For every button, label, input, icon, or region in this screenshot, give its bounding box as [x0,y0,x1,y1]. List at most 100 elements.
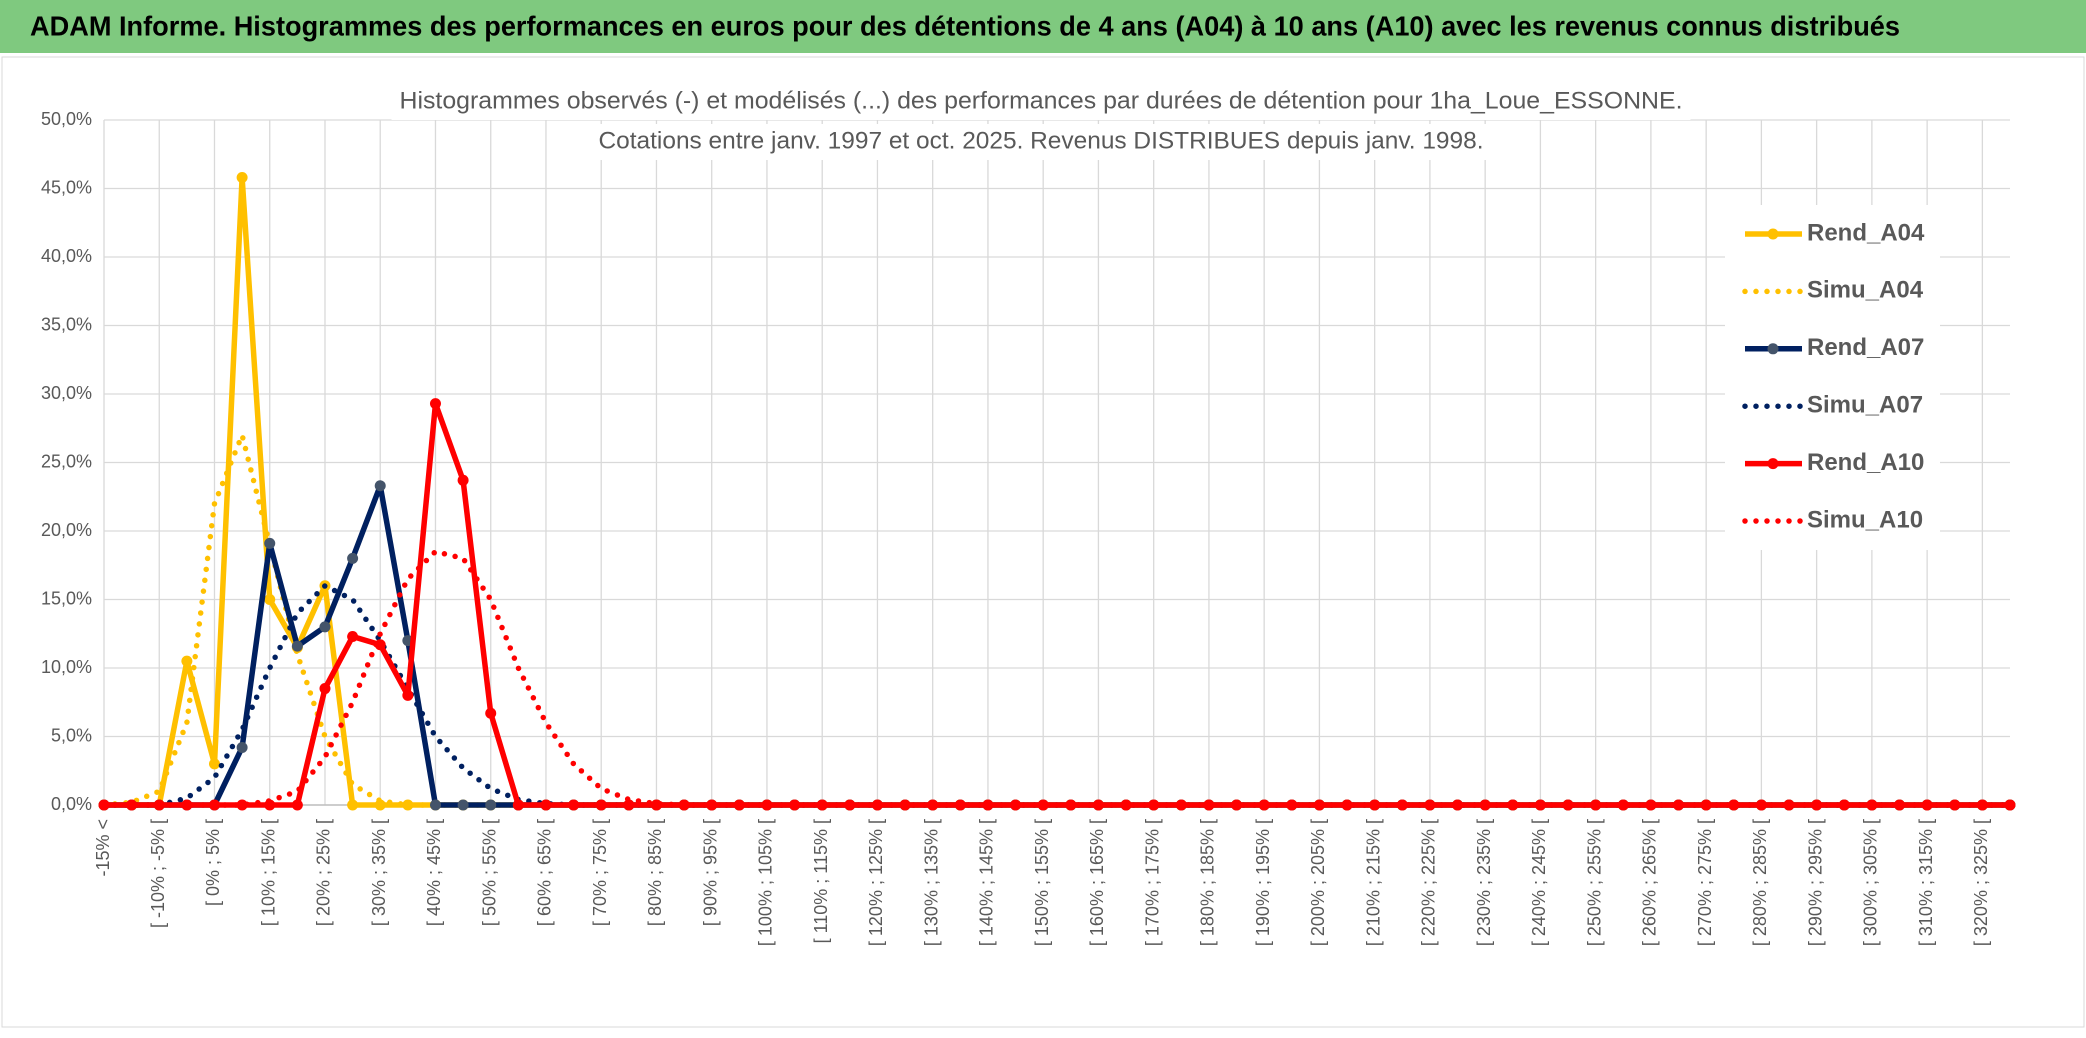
x-tick-label: [ 170% ; 175% [ [1142,819,1162,946]
x-tick-label: [ 190% ; 195% [ [1253,819,1273,946]
point [126,799,138,811]
point [1231,799,1243,811]
legend-marker [1767,343,1779,355]
point [347,552,359,564]
point [181,799,193,811]
point [1507,799,1519,811]
y-tick-label: 10,0% [41,657,92,677]
point [347,799,359,811]
legend-label: Rend_A10 [1807,449,1924,476]
legend-bg [1725,205,1940,550]
point [485,799,497,811]
x-tick-label: [ 270% ; 275% [ [1695,819,1715,946]
point [595,799,607,811]
series-line [101,548,2013,808]
x-tick-label: [ 290% ; 295% [ [1805,819,1825,946]
point [1949,799,1961,811]
x-tick-label: [ 40% ; 45% [ [424,819,444,926]
y-tick-label: 30,0% [41,383,92,403]
point [485,707,497,719]
point [457,474,469,486]
x-tick-label: [ 300% ; 305% [ [1861,819,1881,946]
x-tick-label: [ 280% ; 285% [ [1750,819,1770,946]
point [623,799,635,811]
legend-marker [1767,228,1779,240]
point [871,799,883,811]
x-tick-label: [ -10% ; -5% [ [148,819,168,928]
point [1175,799,1187,811]
point [2004,799,2016,811]
legend-label: Simu_A07 [1807,392,1923,419]
point [1894,799,1906,811]
legend-label: Rend_A07 [1807,334,1924,361]
x-tick-label: [ 70% ; 75% [ [590,819,610,926]
point [236,741,248,753]
x-tick-label: [ 230% ; 235% [ [1474,819,1494,946]
point [374,480,386,492]
x-tick-label: [ 140% ; 145% [ [977,819,997,946]
point [1617,799,1629,811]
point [291,799,303,811]
legend-label: Simu_A10 [1807,506,1923,533]
x-tick-label: [ 210% ; 215% [ [1363,819,1383,946]
point [347,630,359,642]
point [954,799,966,811]
point [236,799,248,811]
point [1120,799,1132,811]
y-tick-label: 35,0% [41,314,92,334]
point [291,640,303,652]
point [1341,799,1353,811]
point [319,621,331,633]
point [512,799,524,811]
point [540,799,552,811]
point [236,172,248,184]
x-tick-label: [ 60% ; 65% [ [535,819,555,926]
point [319,683,331,695]
y-tick-label: 20,0% [41,520,92,540]
x-tick-label: [ 220% ; 225% [ [1419,819,1439,946]
x-tick-label: [ 260% ; 265% [ [1640,819,1660,946]
point [402,689,414,701]
point [568,799,580,811]
x-tick-label: [ 120% ; 125% [ [866,819,886,946]
point [899,799,911,811]
point [1396,799,1408,811]
point [429,799,441,811]
x-tick-label: [ 200% ; 205% [ [1308,819,1328,946]
series-line [101,432,2013,808]
point [816,799,828,811]
x-tick-label: [ 180% ; 185% [ [1198,819,1218,946]
point [1562,799,1574,811]
title-bg [590,124,1492,160]
point [264,594,276,605]
point [457,799,469,811]
x-tick-label: [ 10% ; 15% [ [258,819,278,926]
x-tick-label: [ 130% ; 135% [ [921,819,941,946]
y-tick-label: 25,0% [41,451,92,471]
x-tick-label: [ 80% ; 85% [ [645,819,665,926]
x-tick-label: [ 250% ; 255% [ [1584,819,1604,946]
x-tick-label: [ 0% ; 5% [ [203,819,223,906]
point [374,639,386,651]
point [429,398,441,410]
point [1286,799,1298,811]
point [1673,799,1685,811]
x-tick-label: [ 20% ; 25% [ [314,819,334,926]
chart-title: Histogrammes observés (-) et modélisés (… [400,87,1683,114]
x-tick-label: [ 150% ; 155% [ [1032,819,1052,946]
point [402,799,414,811]
y-tick-label: 15,0% [41,588,92,608]
header-bar [0,0,2086,53]
point [761,799,773,811]
x-tick-label: [ 50% ; 55% [ [479,819,499,926]
point [1783,799,1795,811]
chart-title: Cotations entre janv. 1997 et oct. 2025.… [599,127,1484,154]
point [1452,799,1464,811]
x-tick-label: [ 160% ; 165% [ [1087,819,1107,946]
x-tick-label: [ 110% ; 115% [ [811,819,831,943]
y-tick-label: 40,0% [41,246,92,266]
y-tick-label: 45,0% [41,177,92,197]
title-bg [391,84,1691,120]
point [1838,799,1850,811]
